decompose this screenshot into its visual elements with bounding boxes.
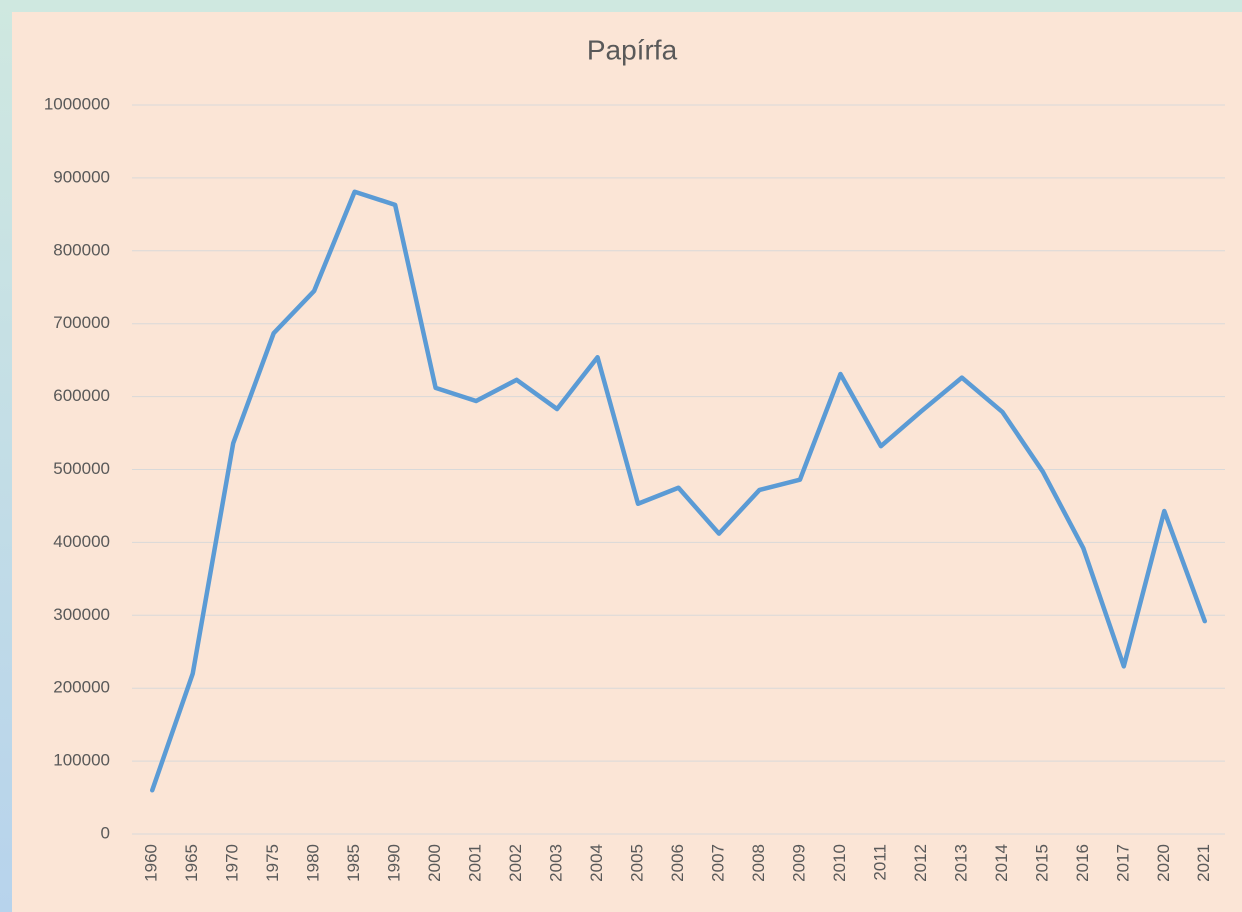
x-tick-label: 2010 [830,844,849,882]
y-tick-label: 500000 [53,459,110,478]
x-tick-label: 1975 [263,844,282,882]
y-tick-label: 100000 [53,751,110,770]
chart-title: Papírfa [587,34,678,65]
x-tick-label: 2008 [749,844,768,882]
x-tick-label: 2015 [1032,844,1051,882]
x-tick-label: 2017 [1113,844,1132,882]
x-tick-label: 2003 [547,844,566,882]
x-tick-label: 1960 [142,844,161,882]
y-tick-label: 800000 [53,240,110,259]
y-tick-label: 600000 [53,386,110,405]
x-tick-label: 1985 [344,844,363,882]
x-tick-label: 2000 [425,844,444,882]
y-tick-label: 200000 [53,678,110,697]
y-tick-label: 0 [101,823,110,842]
x-tick-label: 2016 [1073,844,1092,882]
y-tick-label: 900000 [53,167,110,186]
y-tick-label: 700000 [53,313,110,332]
x-tick-label: 2009 [789,844,808,882]
data-line [149,189,1208,793]
y-tick-label: 1000000 [44,94,110,113]
x-tick-label: 1965 [182,844,201,882]
x-tick-label: 2007 [708,844,727,882]
x-tick-label: 2005 [628,844,647,882]
x-tick-label: 1980 [304,844,323,882]
x-tick-label: 1990 [385,844,404,882]
y-tick-label: 300000 [53,605,110,624]
x-tick-label: 2004 [587,844,606,882]
x-tick-label: 2001 [466,844,485,882]
y-tick-label: 400000 [53,532,110,551]
x-tick-label: 2013 [951,844,970,882]
x-tick-label: 2006 [668,844,687,882]
x-tick-label: 2014 [992,844,1011,882]
x-tick-label: 2021 [1194,844,1213,882]
x-tick-label: 2002 [506,844,525,882]
x-tick-label: 1970 [223,844,242,882]
x-tick-label: 2012 [911,844,930,882]
x-tick-label: 2011 [870,844,889,881]
x-tick-label: 2020 [1154,844,1173,882]
